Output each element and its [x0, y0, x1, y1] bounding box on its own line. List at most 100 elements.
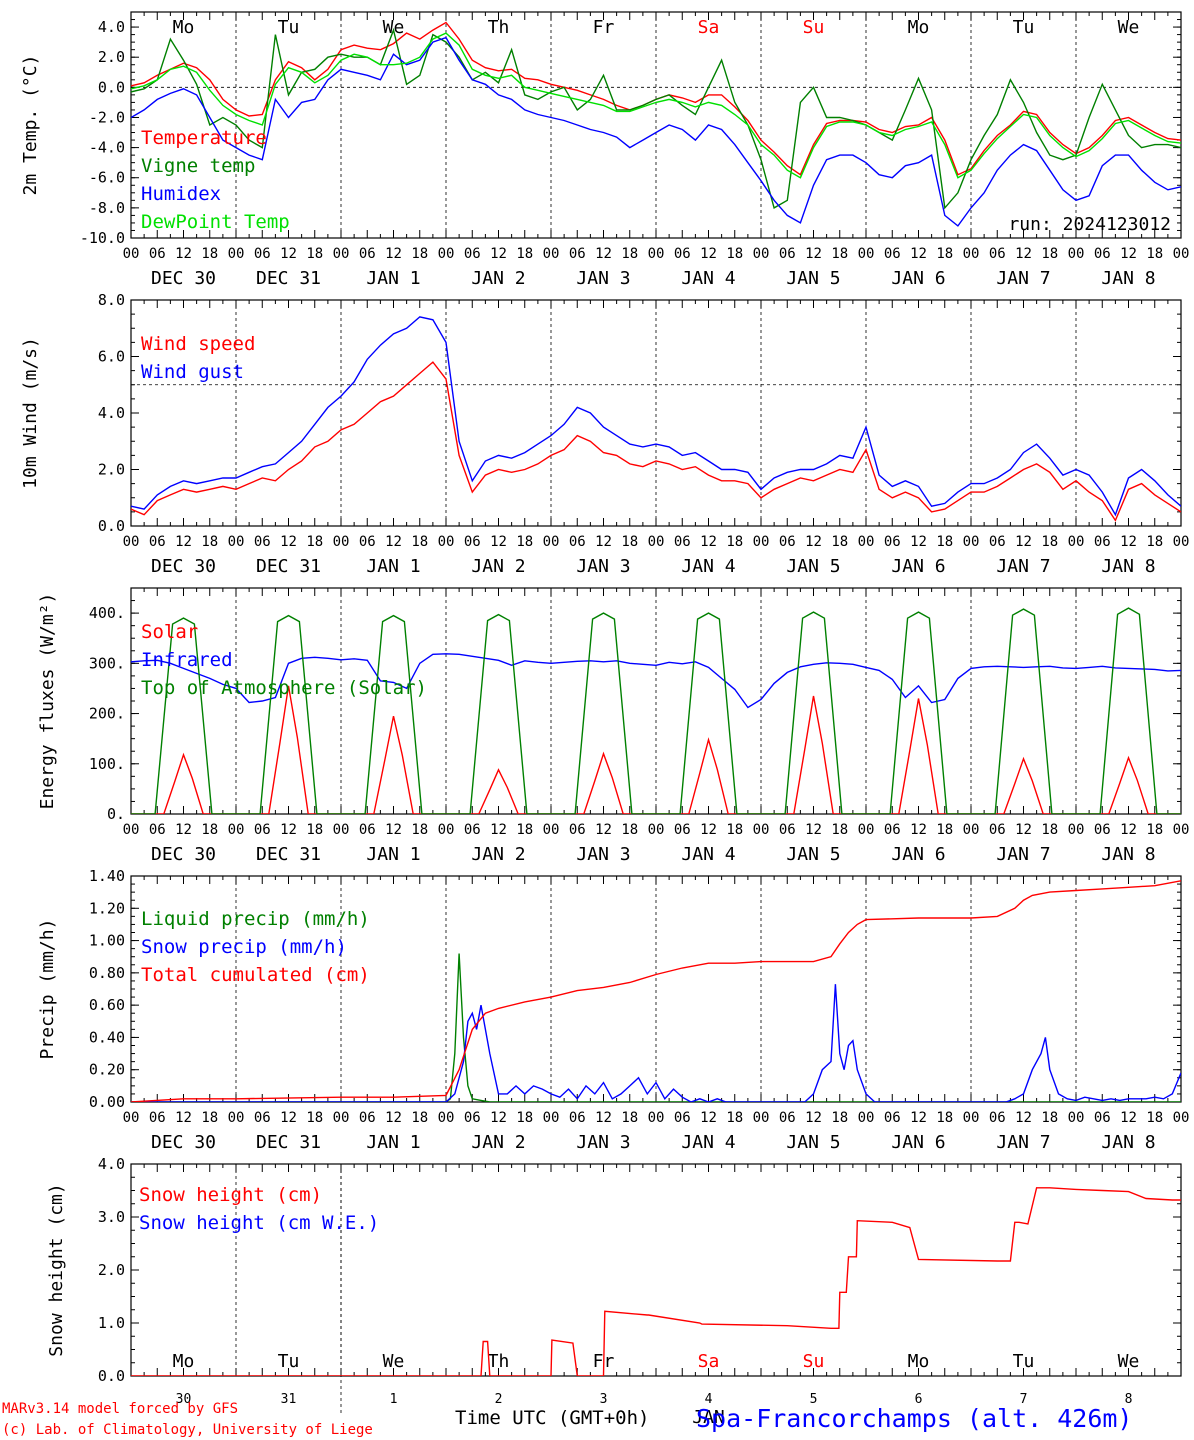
x-day-label: 8: [1125, 1392, 1133, 1407]
x-hour-label: 12: [595, 1110, 612, 1126]
x-hour-label: 12: [1015, 534, 1032, 550]
x-date-label: DEC 31: [256, 556, 321, 577]
x-hour-label: 18: [201, 246, 218, 262]
x-date-label: JAN 8: [1101, 844, 1155, 865]
x-hour-label: 00: [648, 822, 665, 838]
weekday-label: Mo: [908, 1351, 930, 1372]
x-hour-label: 00: [438, 534, 455, 550]
x-hour-label: 00: [858, 534, 875, 550]
x-hour-label: 06: [989, 246, 1006, 262]
y-tick-label: 0.80: [89, 964, 125, 982]
y-tick-label: 0.20: [89, 1061, 125, 1079]
x-hour-label: 06: [254, 246, 271, 262]
x-hour-label: 12: [1015, 246, 1032, 262]
x-hour-label: 12: [595, 534, 612, 550]
weekday-label: Tu: [278, 17, 300, 38]
x-hour-label: 18: [936, 246, 953, 262]
x-hour-label: 06: [569, 246, 586, 262]
x-hour-label: 06: [989, 822, 1006, 838]
x-hour-label: 00: [123, 534, 140, 550]
x-hour-label: 18: [306, 822, 323, 838]
x-hour-label: 12: [1015, 1110, 1032, 1126]
x-hour-label: 18: [1041, 246, 1058, 262]
x-hour-label: 06: [149, 534, 166, 550]
copyright-credit: (c) Lab. of Climatology, University of L…: [2, 1422, 373, 1438]
panel-5: 4.0 3.0 2.0 1.0 0.0 Snow height (cm) 30 31 1 2 3 4 5…: [46, 1155, 1182, 1428]
x-hour-label: 18: [516, 534, 533, 550]
x-hour-label: 18: [516, 246, 533, 262]
y-tick-label: 200.: [89, 705, 125, 723]
legend-entry: Snow precip (mm/h): [141, 936, 347, 958]
x-hour-label: 12: [175, 1110, 192, 1126]
x-hour-label: 12: [490, 246, 507, 262]
x-hour-label: 00: [228, 246, 245, 262]
x-date-label: DEC 30: [151, 268, 216, 289]
x-hour-label: 06: [254, 1110, 271, 1126]
x-hour-label: 00: [543, 534, 560, 550]
x-hour-label: 12: [1015, 822, 1032, 838]
legend-entry: Humidex: [141, 183, 221, 205]
x-hour-label: 12: [280, 246, 297, 262]
x-hour-label: 00: [123, 822, 140, 838]
series-line: [131, 653, 1181, 709]
weekday-label: Fr: [593, 17, 615, 38]
y-tick-label: 3.0: [98, 1208, 125, 1226]
x-hour-label: 12: [700, 534, 717, 550]
x-hour-label: 00: [438, 1110, 455, 1126]
y-tick-label: 2.0: [98, 1261, 125, 1279]
x-hour-label: 18: [831, 1110, 848, 1126]
x-hour-label: 06: [464, 534, 481, 550]
series-line: [131, 27, 1181, 210]
x-hour-label: 18: [306, 534, 323, 550]
x-hour-label: 00: [1068, 246, 1085, 262]
x-hour-label: 00: [753, 534, 770, 550]
series-line: [131, 32, 1181, 179]
x-hour-label: 00: [1173, 246, 1190, 262]
x-hour-label: 18: [936, 822, 953, 838]
x-hour-label: 06: [674, 1110, 691, 1126]
series-line: [131, 1187, 1181, 1376]
x-day-label: 1: [390, 1392, 398, 1407]
run-label: run: 2024123012: [1008, 214, 1171, 235]
x-hour-label: 18: [831, 534, 848, 550]
series-group: [131, 1187, 1181, 1376]
x-hour-label: 06: [464, 1110, 481, 1126]
x-hour-label: 00: [1173, 822, 1190, 838]
y-tick-label: 1.00: [89, 932, 125, 950]
y-tick-label: 0.60: [89, 996, 125, 1014]
x-hour-label: 00: [228, 822, 245, 838]
x-hour-label: 12: [385, 534, 402, 550]
x-date-label: JAN 2: [471, 844, 525, 865]
x-date-label: JAN 1: [366, 556, 420, 577]
weekday-label: Tu: [1013, 17, 1035, 38]
x-hour-label: 18: [516, 1110, 533, 1126]
y-tick-label: 0.0: [98, 78, 125, 96]
x-hour-label: 12: [595, 822, 612, 838]
weekday-label: Sa: [698, 17, 720, 38]
x-hour-label: 06: [359, 534, 376, 550]
x-hour-label: 18: [936, 534, 953, 550]
x-hour-label: 18: [1041, 1110, 1058, 1126]
y-tick-label: 400.: [89, 604, 125, 622]
legend-entry: Wind gust: [141, 361, 244, 383]
x-hour-label: 00: [123, 1110, 140, 1126]
x-hour-label: 06: [569, 1110, 586, 1126]
x-hour-label: 18: [621, 822, 638, 838]
x-date-label: DEC 31: [256, 268, 321, 289]
x-hour-label: 00: [858, 246, 875, 262]
weekday-label: Mo: [908, 17, 930, 38]
x-hour-label: 12: [490, 822, 507, 838]
series-line: [131, 361, 1181, 522]
series-line: [131, 36, 1181, 227]
y-axis-label: 10m Wind (m/s): [20, 337, 41, 489]
x-hour-label: 00: [753, 822, 770, 838]
x-hour-label: 00: [333, 822, 350, 838]
x-hour-label: 18: [1041, 534, 1058, 550]
x-hour-label: 18: [621, 534, 638, 550]
y-tick-label: 2.0: [98, 461, 125, 479]
x-hour-label: 18: [726, 822, 743, 838]
x-hour-label: 18: [411, 246, 428, 262]
series-line: [131, 880, 1181, 1102]
weekday-label: Th: [488, 1351, 510, 1372]
x-hour-label: 06: [674, 534, 691, 550]
